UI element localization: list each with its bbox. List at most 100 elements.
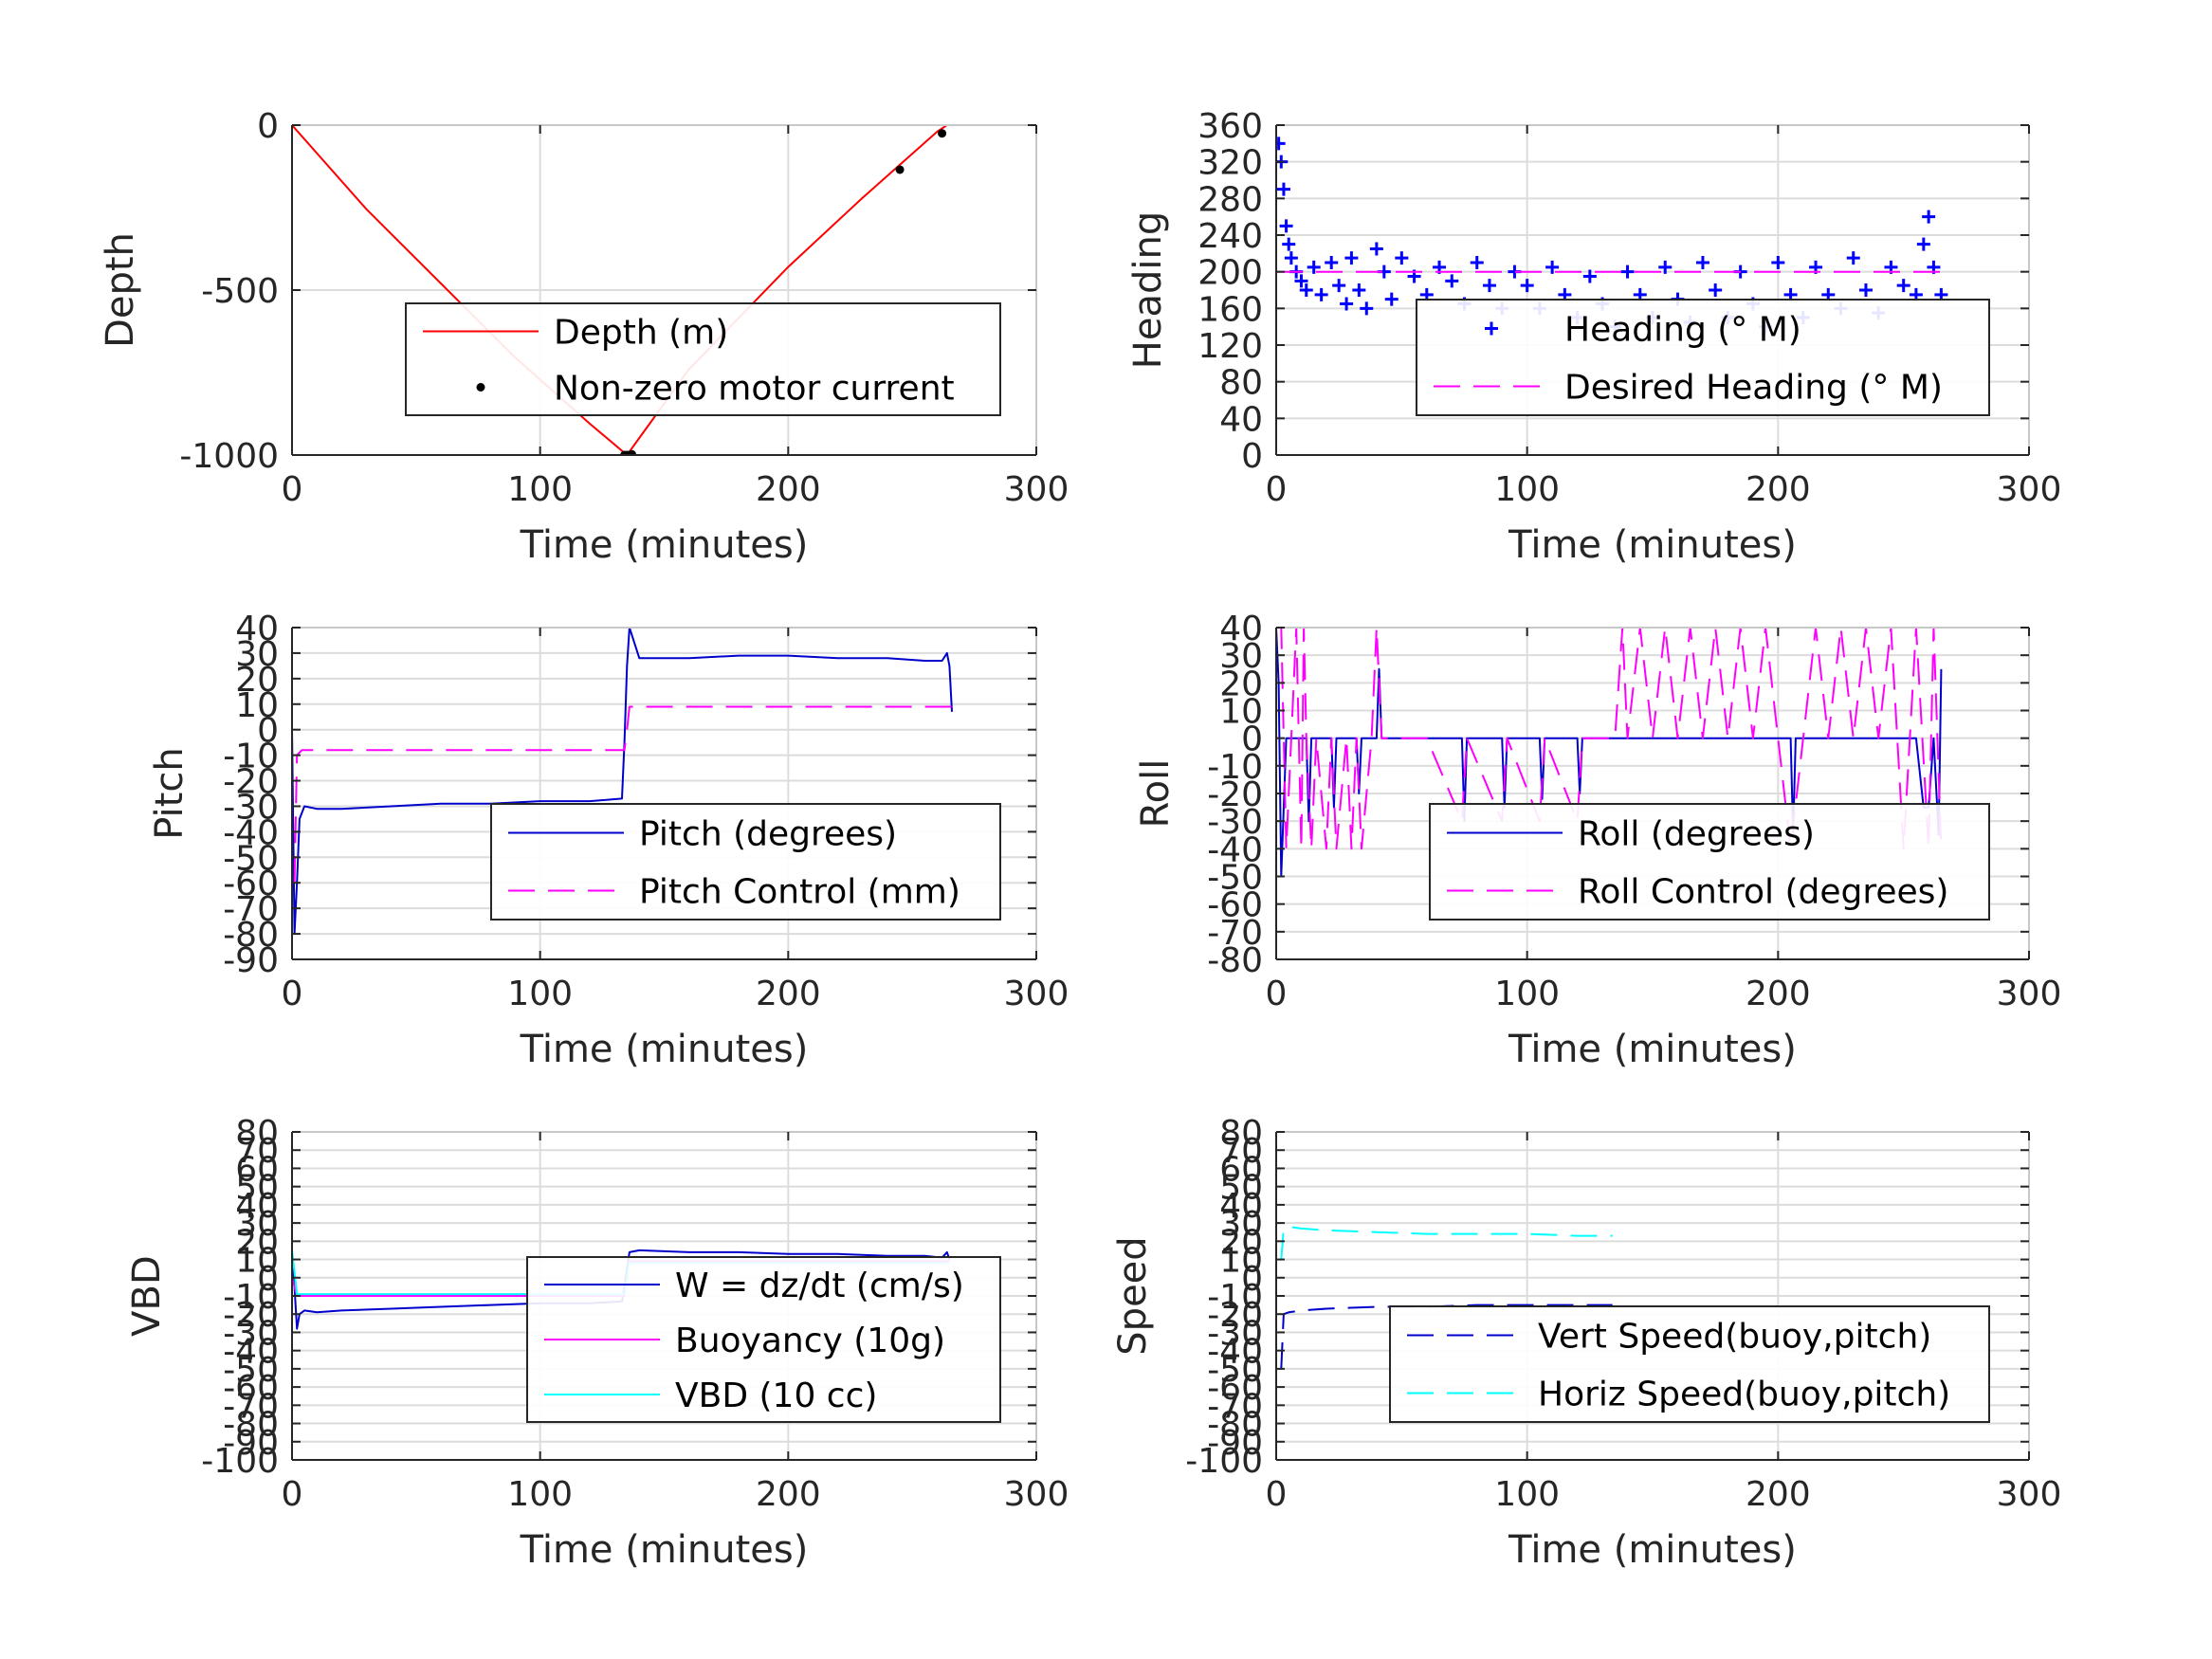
y-tick-label: -80: [1207, 1406, 1263, 1445]
y-tick-label: 20: [235, 1223, 279, 1262]
y-tick-label: -30: [1207, 1314, 1263, 1353]
data-point: [1276, 182, 1290, 196]
y-tick-label: -50: [1207, 1351, 1263, 1390]
series-1-line: [1280, 1304, 1613, 1369]
y-axis-label: Pitch: [148, 747, 192, 839]
x-tick-label: 200: [756, 1475, 821, 1514]
series-group: [1276, 137, 1948, 334]
y-tick-label: -70: [223, 1387, 279, 1426]
y-tick-label: 50: [235, 1169, 279, 1208]
y-tick-label: 280: [1197, 180, 1263, 219]
y-tick-label: 70: [235, 1132, 279, 1171]
x-axis-label: Time (minutes): [520, 523, 809, 567]
legend-label: Heading (° M): [1564, 311, 1801, 350]
data-point: [1282, 237, 1296, 251]
y-tick-label: 30: [1219, 637, 1263, 676]
legend-box: [1389, 1305, 1990, 1423]
y-tick-label: 0: [1241, 437, 1263, 476]
x-axis-label: Time (minutes): [1508, 1528, 1797, 1572]
y-tick-label: -20: [1207, 775, 1263, 814]
legend-label: Non-zero motor current: [554, 370, 955, 409]
y-tick-label: -60: [1207, 886, 1263, 925]
legend: Pitch (degrees) Pitch Control (mm): [490, 803, 1001, 921]
y-tick-label: 30: [235, 635, 279, 674]
data-point: [1332, 279, 1346, 293]
y-tick-label: -70: [1207, 914, 1263, 953]
y-axis-label: Speed: [1111, 1236, 1155, 1355]
x-tick-label: 200: [1746, 975, 1811, 1013]
data-point: [1352, 283, 1366, 297]
y-tick-label: -30: [223, 1314, 279, 1353]
y-tick-label: -70: [1207, 1387, 1263, 1426]
legend-label: Roll (degrees): [1578, 815, 1815, 854]
data-point: [1325, 256, 1339, 269]
data-point: [1658, 260, 1673, 274]
data-point: [627, 449, 636, 455]
data-point: [1344, 251, 1359, 265]
y-tick-label: -100: [1185, 1442, 1263, 1481]
x-tick-label: 0: [1266, 470, 1288, 509]
y-tick-label: -100: [201, 1442, 279, 1481]
y-axis-label: Heading: [1126, 211, 1170, 369]
y-tick-label: -90: [223, 941, 279, 980]
y-tick-label: -80: [223, 916, 279, 955]
x-tick-label: 300: [1004, 975, 1069, 1013]
legend-label: Desired Heading (° M): [1564, 369, 1943, 408]
subplot-1: 0 100 200 300 -1000 -500 0 Time (minutes) Depth D…: [99, 107, 1069, 567]
data-point: [1279, 219, 1293, 233]
legend: Depth (m) Non-zero motor current: [405, 302, 1001, 416]
y-tick-label: 60: [235, 1150, 279, 1189]
subplot-3: 0 100 200 300-90-80-70-60-50-40-30-20-10010…: [148, 610, 1069, 1071]
y-tick-label: 30: [235, 1205, 279, 1244]
data-point: [1360, 301, 1374, 316]
data-point: [1445, 274, 1459, 288]
x-tick-label: 100: [1494, 975, 1560, 1013]
series-group: [292, 125, 949, 455]
legend-label: Pitch Control (mm): [639, 873, 960, 912]
series-1-line: [1276, 628, 1943, 878]
subplot-6: 0 100 200 300-100-90-80-70-60-50-40-30-20-1…: [1111, 1114, 2061, 1572]
x-tick-label: 300: [1004, 470, 1069, 509]
y-tick-label: -10: [1207, 748, 1263, 787]
legend-label: Buoyancy (10g): [675, 1322, 945, 1360]
data-point: [1916, 237, 1930, 251]
y-tick-label: 20: [235, 661, 279, 700]
y-tick-label: 20: [1219, 665, 1263, 703]
y-tick-label: 200: [1197, 254, 1263, 293]
x-tick-label: 100: [507, 975, 573, 1013]
y-tick-label: 320: [1197, 144, 1263, 183]
legend-box: [1416, 299, 1990, 416]
y-tick-label: 40: [235, 610, 279, 648]
y-tick-label: -500: [201, 272, 279, 311]
data-point: [1545, 260, 1560, 274]
y-axis-label: Roll: [1134, 759, 1178, 829]
legend-box: [1429, 803, 1990, 921]
y-tick-label: -60: [223, 865, 279, 903]
y-tick-label: 40: [235, 1187, 279, 1226]
series-2-line: [1280, 1226, 1613, 1260]
y-tick-label: 10: [1219, 693, 1263, 732]
data-point: [938, 129, 947, 138]
data-point: [1896, 279, 1910, 293]
data-point: [1482, 279, 1496, 293]
legend-label: W = dz/dt (cm/s): [675, 1267, 964, 1305]
y-tick-label: -50: [223, 1351, 279, 1390]
subplot-4: 0 100 200 300-80-70-60-50-40-30-20-10010203…: [1134, 610, 2061, 1071]
x-axis-label: Time (minutes): [520, 1528, 809, 1572]
y-tick-label: -50: [223, 839, 279, 878]
series-1-line: [292, 125, 949, 455]
series-2: [620, 129, 947, 455]
x-axis-label: Time (minutes): [1508, 1028, 1797, 1071]
data-point: [1620, 264, 1635, 279]
data-point: [1846, 251, 1860, 265]
data-point: [1395, 251, 1409, 265]
x-tick-label: 300: [1004, 1475, 1069, 1514]
y-tick-label: 0: [1241, 720, 1263, 759]
y-tick-label: 10: [235, 1242, 279, 1281]
y-tick-label: -90: [1207, 1424, 1263, 1463]
y-tick-label: 40: [1219, 1187, 1263, 1226]
series-1: [1276, 137, 1948, 334]
data-point: [1582, 269, 1597, 283]
legend-marker: [476, 383, 485, 392]
y-tick-label: -50: [1207, 859, 1263, 898]
